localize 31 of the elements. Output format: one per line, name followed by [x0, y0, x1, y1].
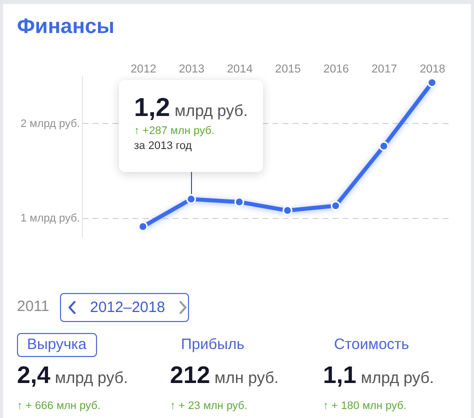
x-tick-label: 2012 [130, 64, 156, 76]
x-tick-label: 2015 [275, 64, 301, 76]
x-tick-label: 2018 [420, 64, 446, 76]
text: 1,1 млрд руб. [323, 362, 434, 389]
range-selector: 2012–2018 [60, 293, 189, 322]
selected-tab: Выручка [17, 333, 97, 357]
chart-title: Финансы [17, 15, 114, 39]
point [186, 194, 196, 204]
text: 2,4 млрд руб. [17, 362, 128, 389]
annotation: 1,2 млрд руб. [134, 92, 248, 122]
text: ↑ + 23 млн руб. [170, 400, 248, 412]
annotation: ↑ +287 млн руб. [134, 125, 216, 137]
x-tick-label: 2017 [372, 64, 398, 76]
x-tick-label: 2013 [178, 64, 204, 76]
point [427, 78, 437, 88]
point [234, 197, 244, 207]
y-tick-label: 1 млрд руб. [20, 212, 80, 225]
annotation: за 2013 год [134, 140, 193, 152]
x-tick-label: 2016 [323, 64, 349, 76]
point [378, 141, 389, 152]
text: 212 млн руб. [170, 362, 279, 389]
x-tick-label: 2014 [227, 64, 254, 76]
y-tick-label: 2 млрд руб. [20, 118, 80, 130]
text: ↑ + 666 млн руб. [17, 400, 101, 412]
text: 2011 [17, 298, 50, 315]
point [330, 200, 341, 211]
text: Стоимость [333, 335, 410, 355]
point [282, 206, 292, 216]
text: Прибыль [180, 335, 246, 355]
text: ↑ + 180 млн руб. [323, 400, 407, 412]
tooltip-card: 1,2 млрд руб. ↑ +287 млн руб. за 2013 год [119, 80, 263, 172]
